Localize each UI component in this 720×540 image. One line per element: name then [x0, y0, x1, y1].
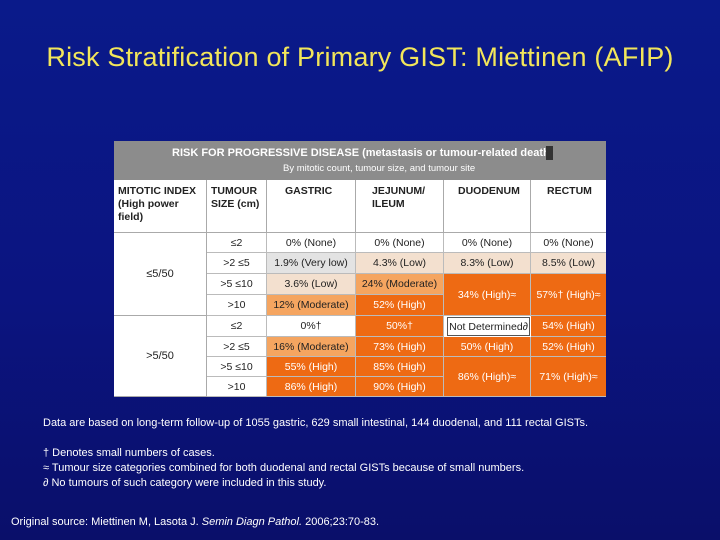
risk-table: RISK FOR PROGRESSIVE DISEASE (metastasis… — [114, 141, 606, 397]
size-cell: ≤2 — [207, 316, 267, 337]
col-header-duodenum: DUODENUM — [444, 180, 531, 233]
col-header-mitotic: MITOTIC INDEX (High power field) — [114, 180, 207, 233]
size-cell: >10 — [207, 377, 267, 397]
note-dagger: † Denotes small numbers of cases. — [43, 447, 215, 459]
col-header-size: TUMOUR SIZE (cm) — [207, 180, 267, 233]
duodenum-cell: 8.3% (Low) — [444, 253, 531, 274]
table-header: RISK FOR PROGRESSIVE DISEASE (metastasis… — [114, 141, 606, 180]
col-header-jejunum: JEJUNUM/ ILEUM — [356, 180, 444, 233]
size-cell: ≤2 — [207, 233, 267, 253]
header-marker — [546, 146, 553, 160]
rectum-cell: 8.5% (Low) — [531, 253, 606, 274]
gastric-cell: 0%† — [267, 316, 356, 337]
source-prefix: Original source: Miettinen M, Lasota J. — [11, 516, 202, 528]
jejunum-cell: 50%† — [356, 316, 444, 337]
duodenum-cell: 86% (High)≈ — [444, 357, 531, 397]
rectum-cell: 0% (None) — [531, 233, 606, 253]
duodenum-cell: 34% (High)≈ — [444, 274, 531, 316]
jejunum-cell: 90% (High) — [356, 377, 444, 397]
gastric-cell: 0% (None) — [267, 233, 356, 253]
gastric-cell: 86% (High) — [267, 377, 356, 397]
jejunum-cell: 24% (Moderate) — [356, 274, 444, 295]
rectum-cell: 52% (High) — [531, 337, 606, 357]
table-header-main: RISK FOR PROGRESSIVE DISEASE (metastasis… — [172, 147, 554, 159]
note-approx: ≈ Tumour size categories combined for bo… — [43, 462, 525, 474]
table-header-sub: By mitotic count, tumour size, and tumou… — [283, 163, 476, 174]
size-cell: >5 ≤10 — [207, 357, 267, 377]
col-header-gastric: GASTRIC — [267, 180, 356, 233]
mitotic-group-high: >5/50 — [114, 316, 207, 397]
note-partial: ∂ No tumours of such category were inclu… — [43, 477, 327, 489]
rectum-cell: 71% (High)≈ — [531, 357, 606, 397]
duodenum-cell: 0% (None) — [444, 233, 531, 253]
note-data-basis: Data are based on long-term follow-up of… — [43, 417, 589, 429]
size-cell: >2 ≤5 — [207, 337, 267, 357]
slide-title: Risk Stratification of Primary GIST: Mie… — [46, 42, 674, 72]
source-citation: Original source: Miettinen M, Lasota J. … — [11, 516, 379, 528]
gastric-cell: 3.6% (Low) — [267, 274, 356, 295]
jejunum-cell: 0% (None) — [356, 233, 444, 253]
gastric-cell: 1.9% (Very low) — [267, 253, 356, 274]
size-cell: >5 ≤10 — [207, 274, 267, 295]
size-cell: >2 ≤5 — [207, 253, 267, 274]
rectum-cell: 57%† (High)≈ — [531, 274, 606, 316]
jejunum-cell: 4.3% (Low) — [356, 253, 444, 274]
duodenum-cell: 50% (High) — [444, 337, 531, 357]
gastric-cell: 16% (Moderate) — [267, 337, 356, 357]
source-suffix: 2006;23:70-83. — [302, 516, 380, 528]
jejunum-cell: 85% (High) — [356, 357, 444, 377]
jejunum-cell: 52% (High) — [356, 295, 444, 316]
size-cell: >10 — [207, 295, 267, 316]
gastric-cell: 12% (Moderate) — [267, 295, 356, 316]
duodenum-cell: Not Determined∂ — [447, 317, 530, 336]
mitotic-group-low: ≤5/50 — [114, 233, 207, 316]
source-journal: Semin Diagn Pathol. — [201, 516, 303, 528]
gastric-cell: 55% (High) — [267, 357, 356, 377]
col-header-rectum: RECTUM — [531, 180, 606, 233]
jejunum-cell: 73% (High) — [356, 337, 444, 357]
rectum-cell: 54% (High) — [531, 316, 606, 337]
